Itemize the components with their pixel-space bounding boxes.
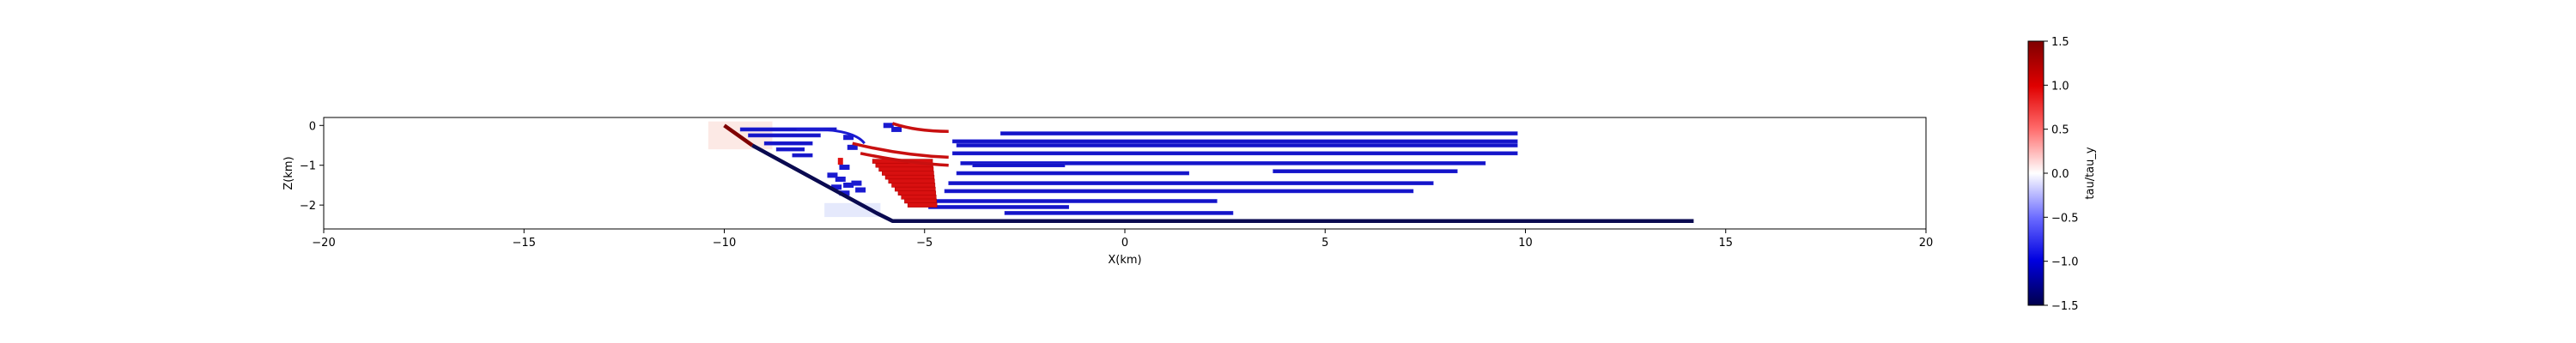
red-cluster-segment [904, 198, 937, 204]
colorbar-tick-label: −0.5 [2051, 212, 2079, 225]
y-axis-label: Z(km) [283, 156, 295, 190]
blue-arc [796, 128, 866, 145]
y-tick-label: 0 [309, 120, 316, 133]
red-cluster-segment [884, 174, 935, 180]
blue-segment [960, 161, 1486, 165]
blue-cluster-mark [847, 144, 858, 150]
blue-cluster-mark [843, 182, 854, 188]
blue-cluster-mark [827, 172, 838, 178]
blue-segment [748, 133, 821, 138]
field-layer [708, 121, 1694, 223]
blue-segment [936, 199, 1218, 203]
blue-cluster-mark [855, 187, 866, 193]
x-tick-label: 15 [1718, 237, 1733, 250]
colorbar-tick-label: 1.0 [2051, 80, 2069, 93]
colorbar: 1.5 1.0 0.5 0.0 −0.5 −1.0 −1.5 tau/tau_y [2027, 36, 2097, 313]
blue-cluster-mark [831, 184, 842, 190]
blue-segment [792, 153, 813, 158]
blue-segment [763, 141, 813, 146]
blue-segment [952, 151, 1518, 156]
blue-segment [1000, 131, 1518, 135]
colorbar-ramp [2027, 40, 2044, 306]
red-cluster-segment [888, 178, 935, 184]
red-cluster-segment [897, 190, 937, 196]
red-cluster-segment [907, 202, 938, 208]
blue-segment [956, 171, 1189, 176]
x-tick-label: −5 [916, 237, 933, 250]
x-tick-label: −20 [312, 237, 335, 250]
x-tick-label: −10 [713, 237, 736, 250]
x-tick-label: −15 [513, 237, 536, 250]
colorbar-tick-label: 0.5 [2051, 124, 2069, 137]
blue-segment [972, 163, 1066, 168]
fault-line [723, 123, 754, 147]
red-cluster-segment [878, 166, 934, 172]
blue-cluster-mark [883, 123, 894, 129]
blue-segment [952, 139, 1518, 144]
blue-segment [739, 127, 837, 132]
colorbar-tick-label: 1.5 [2051, 36, 2069, 49]
red-cluster-segment [882, 171, 934, 176]
colorbar-tick-label: −1.0 [2051, 256, 2079, 269]
red-cluster-segment [901, 195, 937, 200]
y-tick-label: −1 [300, 160, 316, 173]
blue-cluster-mark [891, 126, 902, 132]
red-arc [852, 141, 949, 159]
red-cluster-segment [891, 183, 936, 188]
x-tick-label: 20 [1919, 237, 1934, 250]
blue-segment [775, 147, 805, 152]
fault-line [751, 143, 1694, 223]
x-tick-label: 10 [1518, 237, 1533, 250]
colorbar-tick-label: 0.0 [2051, 168, 2069, 181]
blue-segment [948, 181, 1434, 185]
blue-cluster-mark [851, 180, 862, 186]
blue-segment [1273, 169, 1458, 173]
blue-cluster-mark [835, 176, 846, 182]
x-tick-label: 5 [1321, 237, 1328, 250]
blue-cluster-mark [839, 165, 850, 171]
blue-segment [956, 143, 1518, 147]
x-tick-label: 0 [1121, 237, 1128, 250]
blue-cluster-mark [839, 190, 850, 196]
blue-segment [928, 205, 1069, 209]
colorbar-tick-label: −1.5 [2051, 300, 2079, 313]
blue-cluster-mark [843, 135, 854, 141]
blue-segment [944, 189, 1414, 194]
colorbar-label: tau/tau_y [2084, 147, 2097, 199]
blue-segment [1004, 211, 1234, 215]
red-cluster-segment [894, 186, 936, 192]
red-arc [860, 152, 949, 167]
y-tick-label: −2 [300, 200, 316, 213]
red-arc [891, 122, 949, 133]
x-axis-label: X(km) [1108, 254, 1141, 267]
red-cluster-mark [837, 158, 843, 165]
plot-area: −20 −15 −10 −5 0 5 10 15 20 0 −1 −2 X(km) Z(km) [283, 117, 1933, 267]
